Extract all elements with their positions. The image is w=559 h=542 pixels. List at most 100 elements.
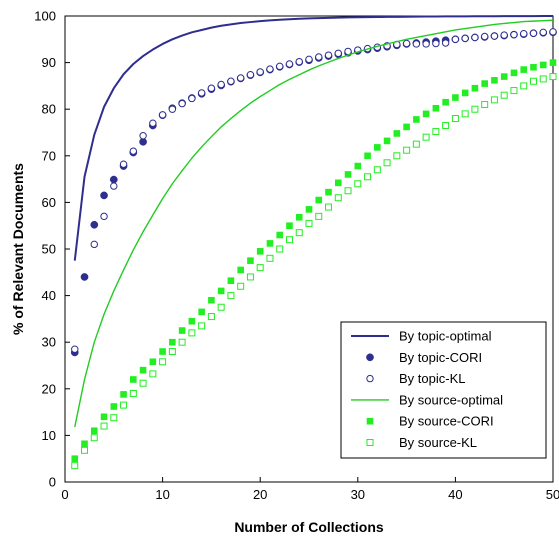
data-point bbox=[246, 71, 255, 79]
data-point bbox=[325, 203, 333, 211]
data-point bbox=[227, 277, 235, 284]
data-point bbox=[393, 152, 401, 160]
axis-labels: Number of Collections % of Relevant Docu… bbox=[10, 163, 384, 535]
data-point bbox=[315, 53, 323, 61]
data-point bbox=[403, 146, 411, 154]
legend-entry: By source-optimal bbox=[351, 392, 503, 407]
data-point bbox=[256, 264, 264, 272]
data-point bbox=[461, 34, 469, 43]
data-point bbox=[266, 65, 274, 73]
legend-label: By topic-optimal bbox=[399, 329, 492, 344]
data-point bbox=[481, 101, 489, 109]
data-point bbox=[246, 273, 254, 281]
data-point bbox=[354, 180, 362, 188]
data-point bbox=[109, 175, 118, 184]
x-tick-label: 10 bbox=[155, 487, 169, 502]
series-4 bbox=[71, 59, 557, 462]
data-point bbox=[481, 80, 488, 87]
data-point bbox=[237, 266, 244, 274]
data-point bbox=[374, 144, 381, 151]
y-tick-label: 0 bbox=[49, 475, 56, 490]
data-point bbox=[432, 128, 440, 136]
data-point bbox=[490, 32, 499, 40]
data-point bbox=[178, 327, 186, 334]
y-tick-label: 70 bbox=[42, 148, 56, 163]
data-point bbox=[169, 338, 176, 346]
legend-entry: By topic-KL bbox=[366, 371, 465, 386]
y-axis-label: % of Relevant Documents bbox=[10, 163, 26, 335]
x-axis-label: Number of Collections bbox=[234, 519, 384, 535]
data-point bbox=[71, 462, 79, 470]
data-point bbox=[364, 173, 372, 181]
data-point bbox=[119, 160, 128, 168]
data-point bbox=[149, 358, 157, 366]
plot-area bbox=[70, 15, 557, 470]
data-point bbox=[325, 188, 332, 196]
data-point bbox=[334, 179, 342, 187]
data-point bbox=[471, 105, 479, 113]
data-point bbox=[403, 123, 410, 131]
data-point bbox=[197, 89, 206, 97]
data-point bbox=[207, 84, 216, 92]
data-point bbox=[422, 110, 430, 118]
data-point bbox=[393, 130, 401, 137]
legend-marker-swatch bbox=[366, 374, 374, 383]
y-tick-label: 50 bbox=[42, 242, 56, 257]
series-line bbox=[73, 15, 554, 261]
data-point bbox=[500, 73, 508, 80]
legend-entry: By source-KL bbox=[366, 435, 477, 450]
data-point bbox=[158, 111, 167, 119]
data-point bbox=[168, 105, 177, 113]
x-tick-label: 20 bbox=[253, 487, 267, 502]
data-point bbox=[451, 115, 459, 123]
data-point bbox=[100, 212, 108, 221]
data-point bbox=[413, 116, 420, 123]
data-point bbox=[159, 348, 166, 355]
data-point bbox=[344, 171, 352, 178]
y-tick-label: 10 bbox=[42, 428, 56, 443]
data-point bbox=[110, 182, 118, 190]
data-point bbox=[432, 39, 440, 48]
data-point bbox=[198, 308, 205, 316]
data-point bbox=[130, 376, 137, 383]
data-point bbox=[286, 222, 293, 229]
data-point bbox=[276, 62, 284, 71]
data-point bbox=[500, 31, 508, 39]
data-point bbox=[100, 413, 108, 421]
data-point bbox=[490, 96, 498, 104]
data-point bbox=[71, 455, 79, 462]
data-point bbox=[90, 240, 98, 249]
data-point bbox=[120, 401, 128, 409]
data-point bbox=[364, 152, 371, 160]
data-point bbox=[451, 35, 460, 43]
data-point bbox=[549, 73, 557, 81]
data-point bbox=[81, 440, 88, 448]
data-point bbox=[461, 89, 469, 97]
data-point bbox=[539, 75, 547, 83]
data-point bbox=[295, 57, 303, 66]
data-point bbox=[383, 137, 391, 145]
data-point bbox=[247, 257, 254, 264]
data-point bbox=[256, 248, 264, 255]
data-point bbox=[452, 94, 459, 101]
data-point bbox=[110, 403, 118, 410]
data-point bbox=[334, 49, 342, 57]
data-point bbox=[334, 194, 342, 202]
data-point bbox=[237, 282, 245, 290]
legend-entry: By source-CORI bbox=[366, 414, 494, 429]
data-point bbox=[256, 68, 264, 76]
legend: By topic-optimal By topic-CORI By topic-KL… bbox=[340, 321, 547, 459]
x-tick-label: 50 bbox=[546, 487, 559, 502]
data-point bbox=[441, 39, 450, 47]
data-point bbox=[266, 240, 274, 247]
data-point bbox=[383, 159, 391, 167]
data-point bbox=[510, 87, 518, 95]
data-point bbox=[480, 32, 489, 41]
y-tick-label: 40 bbox=[42, 288, 56, 303]
legend-marker-swatch bbox=[366, 353, 374, 362]
y-tick-label: 30 bbox=[42, 335, 56, 350]
data-point bbox=[100, 191, 108, 200]
legend-label: By source-CORI bbox=[399, 414, 494, 429]
